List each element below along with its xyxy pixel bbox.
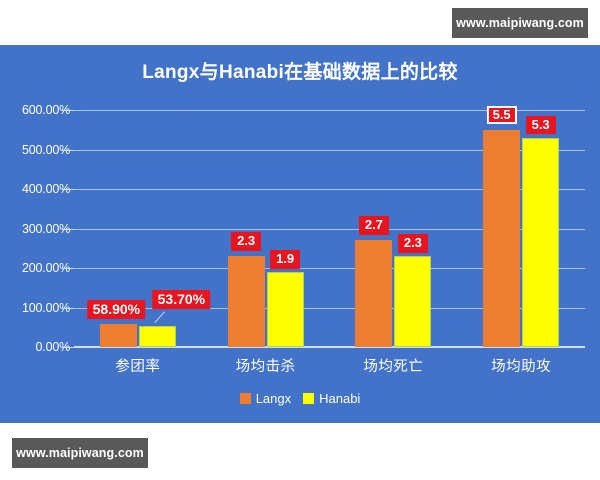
- y-axis-tick-label: 200.00%: [22, 261, 70, 275]
- y-axis-tick-label: 600.00%: [22, 103, 70, 117]
- chart-title: Langx与Hanabi在基础数据上的比较: [142, 62, 458, 83]
- y-axis-tick-label: 500.00%: [22, 142, 70, 157]
- legend-label-hanabi: Hanabi: [319, 391, 361, 406]
- y-axis-tick: [62, 347, 74, 348]
- watermark-top-text: www.maipiwang.com: [456, 16, 584, 30]
- data-label-langx-2[interactable]: 2.7: [358, 216, 389, 235]
- bar-langx-0[interactable]: [99, 323, 137, 347]
- x-axis-category-label: 场均助攻: [491, 359, 552, 375]
- gridline: [74, 268, 585, 269]
- legend-item-langx[interactable]: Langx: [239, 391, 292, 406]
- x-axis-category-label: 参团率: [115, 359, 161, 375]
- legend-swatch-langx: [239, 393, 251, 404]
- data-label-hanabi-0[interactable]: 53.70%: [152, 289, 211, 310]
- data-label-hanabi-3[interactable]: 5.3: [525, 115, 556, 135]
- bar-hanabi-3[interactable]: [522, 137, 560, 347]
- chart-legend: Langx Hanabi: [0, 391, 600, 406]
- bar-langx-1[interactable]: [227, 256, 265, 347]
- x-axis-category-label: 场均击杀: [235, 359, 296, 375]
- y-axis-tick-label: 400.00%: [22, 182, 70, 196]
- y-axis-tick: [62, 307, 74, 309]
- gridline: [74, 228, 585, 230]
- data-label-hanabi-2[interactable]: 2.3: [397, 234, 428, 253]
- bar-hanabi-0[interactable]: [138, 325, 176, 347]
- watermark-bottom-text: www.maipiwang.com: [16, 446, 144, 460]
- data-label-langx-1[interactable]: 2.3: [231, 232, 262, 251]
- data-label-langx-0[interactable]: 58.90%: [87, 299, 146, 320]
- gridline: [74, 307, 585, 309]
- data-label-hanabi-1[interactable]: 1.9: [270, 249, 301, 269]
- x-axis-line: [74, 346, 585, 348]
- y-axis-tick-label: 100.00%: [22, 300, 70, 315]
- bar-langx-3[interactable]: [483, 129, 521, 347]
- gridline: [74, 149, 585, 151]
- legend-label-langx: Langx: [255, 391, 292, 406]
- bar-langx-2[interactable]: [355, 240, 393, 347]
- y-axis-tick: [62, 268, 74, 269]
- data-label-langx-3[interactable]: 5.5: [486, 105, 517, 125]
- legend-swatch-hanabi: [303, 393, 315, 404]
- gridline: [74, 189, 585, 190]
- data-label-leader-line: [154, 310, 166, 323]
- y-axis-tick-label: 0.00%: [35, 340, 71, 354]
- bar-hanabi-2[interactable]: [394, 256, 432, 347]
- legend-item-hanabi[interactable]: Hanabi: [303, 391, 360, 406]
- y-axis-tick-label: 300.00%: [22, 221, 70, 236]
- y-axis-tick: [62, 189, 74, 190]
- y-axis-tick: [62, 228, 74, 230]
- y-axis-tick: [62, 149, 74, 151]
- bar-hanabi-1[interactable]: [266, 271, 304, 347]
- chart-panel: Langx与Hanabi在基础数据上的比较 0.00% 100.00% 200.00…: [0, 45, 600, 423]
- plot-area: 58.90% 53.70% 2.3 1.9 2.7 2.3 5.5 5.3: [74, 105, 585, 348]
- x-axis-category-label: 场均死亡: [363, 359, 424, 375]
- watermark-bottom: www.maipiwang.com: [12, 438, 148, 468]
- y-axis-tick: [62, 110, 74, 111]
- watermark-top: www.maipiwang.com: [452, 8, 588, 38]
- gridline: [74, 110, 585, 111]
